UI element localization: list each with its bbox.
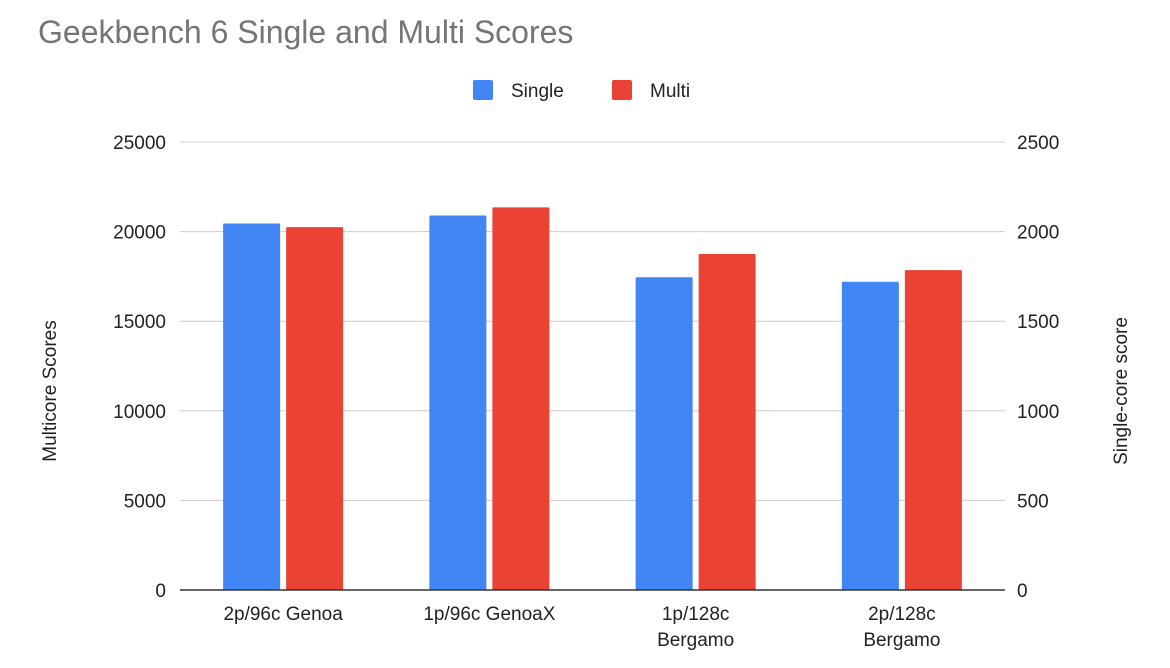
category-label: 2p/96c Genoa	[223, 604, 343, 625]
bar-multi	[286, 227, 344, 590]
category-label: 1p/96c GenoaX	[423, 604, 555, 625]
left-tick-label: 10000	[113, 402, 166, 423]
bars-layer	[223, 207, 962, 591]
left-tick-label: 15000	[113, 312, 166, 333]
bar-multi	[904, 270, 962, 590]
right-tick-label: 2500	[1017, 133, 1059, 154]
right-tick-label: 1500	[1017, 312, 1059, 333]
legend-swatch-multi	[612, 80, 632, 100]
left-tick-label: 0	[155, 581, 166, 602]
left-tick-label: 25000	[113, 133, 166, 154]
chart-title: Geekbench 6 Single and Multi Scores	[38, 14, 573, 50]
category-label: Bergamo	[657, 630, 734, 651]
bar-single	[429, 215, 487, 591]
right-tick-label: 500	[1017, 491, 1049, 512]
left-axis-title: Multicore Scores	[40, 320, 61, 462]
category-label: 2p/128c	[868, 604, 936, 625]
legend-label-single: Single	[511, 81, 564, 102]
left-tick-label: 20000	[113, 223, 166, 244]
bar-multi	[492, 207, 550, 590]
bar-single	[223, 223, 281, 590]
left-tick-label: 5000	[124, 491, 166, 512]
bar-multi	[698, 254, 756, 590]
right-axis-title: Single-core score	[1111, 317, 1132, 465]
right-tick-label: 1000	[1017, 402, 1059, 423]
axis-layer: 0 5000 10000 15000 20000 25000 0 500 1000 1500 200…	[40, 133, 1132, 651]
category-label: 1p/128c	[662, 604, 730, 625]
right-tick-label: 2000	[1017, 223, 1059, 244]
category-label: Bergamo	[863, 630, 940, 651]
legend-label-multi: Multi	[650, 81, 690, 102]
bar-single	[635, 277, 693, 590]
right-tick-label: 0	[1017, 581, 1028, 602]
legend-swatch-single	[473, 80, 493, 100]
legend: Single Multi	[473, 80, 690, 102]
bar-single	[841, 281, 899, 590]
